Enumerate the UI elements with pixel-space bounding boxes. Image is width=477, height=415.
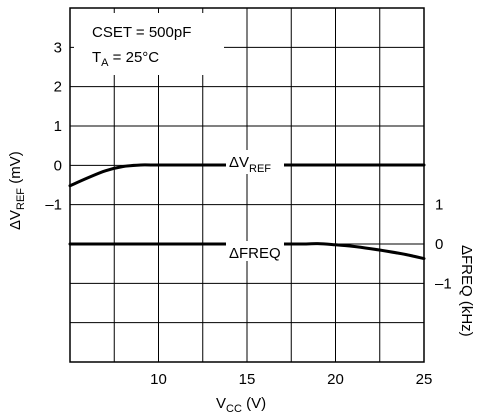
series-label-vref: ΔVREF [229, 154, 271, 175]
y-left-tick-label: 2 [54, 79, 62, 96]
y-left-tick-label: –1 [45, 197, 62, 214]
annotation-line2: TA = 25°C [92, 49, 159, 69]
series-line-freq [68, 242, 426, 261]
y-right-tick-label: 0 [435, 236, 443, 253]
freq-label-bg [226, 241, 284, 261]
x-tick-label: 25 [416, 371, 433, 388]
y-left-tick-label: 3 [54, 39, 62, 56]
x-tick-label: 15 [239, 371, 256, 388]
annotation-line2-rest: = 25°C [109, 49, 160, 66]
series-line-vref [68, 163, 426, 188]
y-left-axis-title: ΔVREF (mV) [7, 151, 27, 230]
y-right-axis-title: ΔFREQ (kHz) [458, 245, 475, 337]
x-tick-label: 20 [327, 371, 344, 388]
y-left-tick-label: 0 [54, 157, 62, 174]
series-label-freq: ΔFREQ [229, 245, 281, 262]
annotation-box [74, 13, 224, 75]
x-axis-title-sub: CC [226, 403, 242, 415]
annotation-line2-sub: A [101, 57, 109, 69]
x-axis-title-main: V [216, 395, 226, 412]
y-left-tick-label: 1 [54, 118, 62, 135]
x-tick-label: 10 [150, 371, 167, 388]
series-group [68, 163, 426, 261]
y-left-axis-title-main: ΔV [7, 210, 24, 230]
y-left-axis-title-sub: REF [15, 188, 27, 210]
x-axis-title: VCC (V) [216, 395, 266, 415]
annotation-line2-main: T [92, 49, 101, 66]
y-right-tick-label: 1 [435, 197, 443, 214]
y-left-axis-title-unit: (mV) [7, 151, 24, 188]
vref-label-bg [226, 150, 284, 174]
series-label-vref-main: ΔV [229, 154, 249, 171]
series-label-vref-sub: REF [249, 163, 271, 175]
x-axis-title-unit: (V) [242, 395, 266, 412]
annotation-line1: CSET = 500pF [92, 24, 191, 41]
y-right-tick-label: –1 [435, 275, 452, 292]
